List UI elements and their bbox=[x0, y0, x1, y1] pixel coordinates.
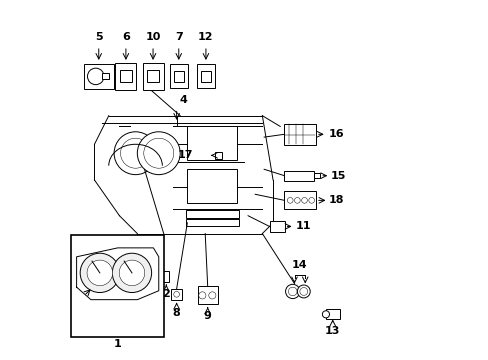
Circle shape bbox=[299, 288, 307, 296]
Bar bbox=[173, 71, 183, 82]
Text: 4: 4 bbox=[179, 95, 187, 105]
Bar bbox=[198, 287, 217, 304]
Bar bbox=[313, 173, 319, 178]
Text: 10: 10 bbox=[145, 32, 161, 42]
Circle shape bbox=[301, 198, 307, 203]
Circle shape bbox=[322, 311, 329, 318]
Bar bbox=[283, 123, 315, 145]
Text: 3: 3 bbox=[75, 297, 82, 307]
Bar bbox=[200, 71, 211, 82]
Circle shape bbox=[208, 292, 216, 299]
Circle shape bbox=[80, 253, 119, 293]
Circle shape bbox=[112, 253, 151, 293]
Text: 12: 12 bbox=[198, 32, 213, 42]
Bar bbox=[102, 73, 109, 80]
Bar bbox=[120, 71, 132, 82]
Text: 14: 14 bbox=[291, 260, 307, 270]
Circle shape bbox=[137, 132, 180, 175]
Circle shape bbox=[287, 198, 292, 203]
Circle shape bbox=[198, 292, 205, 299]
Text: 8: 8 bbox=[172, 308, 180, 318]
Circle shape bbox=[173, 292, 179, 297]
Bar bbox=[187, 126, 237, 160]
Bar bbox=[171, 289, 182, 300]
Text: 7: 7 bbox=[175, 32, 183, 42]
Circle shape bbox=[87, 260, 112, 285]
Circle shape bbox=[285, 284, 299, 298]
Text: 9: 9 bbox=[203, 311, 211, 321]
Text: 11: 11 bbox=[295, 221, 310, 231]
Circle shape bbox=[114, 132, 157, 175]
Text: 13: 13 bbox=[325, 326, 340, 336]
Bar bbox=[283, 171, 313, 181]
Bar bbox=[185, 210, 239, 217]
Bar bbox=[325, 309, 339, 319]
Bar bbox=[83, 64, 114, 89]
Text: 16: 16 bbox=[328, 129, 344, 139]
Text: 1: 1 bbox=[114, 339, 122, 349]
Bar bbox=[269, 221, 284, 232]
Bar bbox=[169, 64, 187, 89]
Circle shape bbox=[297, 285, 309, 298]
Circle shape bbox=[308, 198, 314, 203]
Circle shape bbox=[121, 138, 150, 168]
Text: 17: 17 bbox=[177, 150, 193, 160]
Circle shape bbox=[87, 68, 104, 85]
Bar bbox=[71, 235, 164, 337]
Bar bbox=[147, 71, 159, 82]
Bar bbox=[115, 63, 136, 90]
Bar bbox=[187, 169, 237, 203]
Text: 15: 15 bbox=[330, 171, 346, 181]
Text: 6: 6 bbox=[122, 32, 130, 42]
Bar bbox=[283, 192, 315, 209]
Bar bbox=[215, 152, 221, 158]
Bar bbox=[163, 271, 169, 282]
Circle shape bbox=[288, 287, 296, 296]
Text: 18: 18 bbox=[328, 195, 344, 205]
Circle shape bbox=[119, 260, 144, 285]
Circle shape bbox=[294, 198, 300, 203]
Text: 2: 2 bbox=[162, 289, 170, 299]
Bar bbox=[142, 63, 163, 90]
Text: 5: 5 bbox=[95, 32, 102, 42]
Bar bbox=[185, 219, 239, 226]
Bar bbox=[197, 64, 215, 89]
Circle shape bbox=[143, 138, 173, 168]
